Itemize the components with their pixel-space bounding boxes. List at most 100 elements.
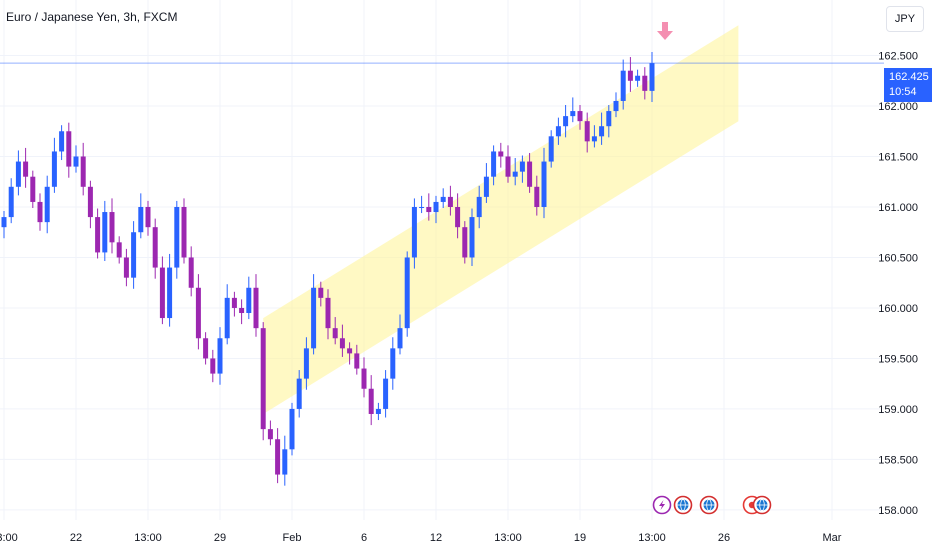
candle[interactable] bbox=[44, 175, 50, 234]
candle[interactable] bbox=[311, 274, 317, 355]
candle[interactable] bbox=[368, 375, 374, 426]
candle[interactable] bbox=[51, 137, 57, 193]
candle[interactable] bbox=[195, 274, 201, 350]
candle[interactable] bbox=[1, 211, 7, 239]
candle[interactable] bbox=[203, 332, 209, 365]
candle[interactable] bbox=[548, 130, 554, 168]
candle[interactable] bbox=[30, 170, 36, 208]
candle[interactable] bbox=[138, 193, 144, 239]
candle[interactable] bbox=[361, 357, 367, 398]
candle[interactable] bbox=[347, 342, 353, 365]
candle[interactable] bbox=[584, 112, 590, 153]
candle[interactable] bbox=[109, 198, 115, 254]
globe-icon[interactable] bbox=[673, 495, 693, 515]
candle[interactable] bbox=[491, 145, 497, 186]
candle[interactable] bbox=[332, 317, 338, 345]
candle[interactable] bbox=[642, 67, 648, 100]
candle[interactable] bbox=[577, 105, 583, 130]
candles-layer[interactable] bbox=[1, 52, 655, 486]
candle[interactable] bbox=[188, 246, 194, 297]
candle[interactable] bbox=[570, 97, 576, 123]
candle[interactable] bbox=[375, 402, 381, 421]
price-axis[interactable]: 158.000 158.500 159.000 159.500 160.000 160.5… bbox=[878, 51, 918, 517]
candle[interactable] bbox=[23, 147, 29, 188]
candle[interactable] bbox=[73, 145, 79, 173]
candle[interactable] bbox=[267, 420, 273, 446]
candle[interactable] bbox=[462, 221, 468, 264]
candle[interactable] bbox=[620, 59, 626, 110]
candle[interactable] bbox=[37, 193, 43, 231]
candle[interactable] bbox=[563, 105, 569, 138]
candle[interactable] bbox=[282, 435, 288, 486]
candle[interactable] bbox=[318, 281, 324, 307]
candle[interactable] bbox=[66, 122, 72, 178]
candle[interactable] bbox=[131, 221, 137, 289]
candle[interactable] bbox=[606, 105, 612, 138]
candle[interactable] bbox=[275, 428, 281, 484]
candle[interactable] bbox=[455, 193, 461, 239]
candle[interactable] bbox=[239, 299, 245, 325]
candle[interactable] bbox=[390, 337, 396, 390]
candle[interactable] bbox=[87, 180, 93, 229]
currency-button[interactable]: JPY bbox=[886, 6, 924, 32]
candle[interactable] bbox=[181, 198, 187, 264]
candle[interactable] bbox=[519, 155, 525, 183]
candle[interactable] bbox=[210, 349, 216, 383]
events-bar[interactable] bbox=[652, 495, 772, 515]
candle[interactable] bbox=[231, 291, 237, 317]
candle[interactable] bbox=[649, 52, 655, 102]
candle[interactable] bbox=[152, 218, 158, 279]
candle[interactable] bbox=[469, 208, 475, 267]
lightning-icon[interactable] bbox=[652, 495, 672, 515]
candle[interactable] bbox=[404, 251, 410, 337]
candle[interactable] bbox=[8, 178, 14, 224]
candle[interactable] bbox=[167, 253, 173, 327]
candle[interactable] bbox=[260, 322, 266, 441]
candle[interactable] bbox=[433, 195, 439, 224]
candle[interactable] bbox=[591, 125, 597, 148]
ascending-channel[interactable] bbox=[263, 25, 739, 414]
candle[interactable] bbox=[116, 236, 122, 264]
candle[interactable] bbox=[159, 256, 165, 325]
candle[interactable] bbox=[534, 175, 540, 216]
candle[interactable] bbox=[354, 344, 360, 375]
candle[interactable] bbox=[426, 193, 432, 221]
candle[interactable] bbox=[505, 145, 511, 183]
candle[interactable] bbox=[498, 142, 504, 168]
candle[interactable] bbox=[246, 276, 252, 320]
candle[interactable] bbox=[174, 200, 180, 279]
candle[interactable] bbox=[555, 117, 561, 145]
candle[interactable] bbox=[613, 92, 619, 118]
candle[interactable] bbox=[339, 324, 345, 357]
candle[interactable] bbox=[224, 284, 230, 345]
candle[interactable] bbox=[512, 158, 518, 186]
candle[interactable] bbox=[483, 163, 489, 203]
candle[interactable] bbox=[599, 112, 605, 145]
candle[interactable] bbox=[541, 147, 547, 219]
candle[interactable] bbox=[80, 142, 86, 196]
candle[interactable] bbox=[102, 200, 108, 262]
candle[interactable] bbox=[95, 208, 101, 259]
candle[interactable] bbox=[447, 185, 453, 216]
candle[interactable] bbox=[289, 402, 295, 456]
candle[interactable] bbox=[411, 198, 417, 269]
candle[interactable] bbox=[296, 370, 302, 418]
candle[interactable] bbox=[397, 314, 403, 355]
candle[interactable] bbox=[383, 370, 389, 418]
globe-icon[interactable] bbox=[752, 495, 772, 515]
globe-icon[interactable] bbox=[699, 495, 719, 515]
candle[interactable] bbox=[440, 188, 446, 208]
candle[interactable] bbox=[419, 195, 425, 214]
candle[interactable] bbox=[123, 248, 129, 287]
candle[interactable] bbox=[325, 289, 331, 340]
candle[interactable] bbox=[59, 125, 65, 161]
candle[interactable] bbox=[635, 69, 641, 87]
candle[interactable] bbox=[476, 185, 482, 229]
candle[interactable] bbox=[217, 327, 223, 385]
candle[interactable] bbox=[15, 150, 21, 196]
candle[interactable] bbox=[303, 337, 309, 390]
time-axis[interactable]: 13:00 22 13:00 29 Feb 6 12 13:00 19 13:00 26 Mar bbox=[0, 532, 842, 544]
candle[interactable] bbox=[627, 57, 633, 92]
